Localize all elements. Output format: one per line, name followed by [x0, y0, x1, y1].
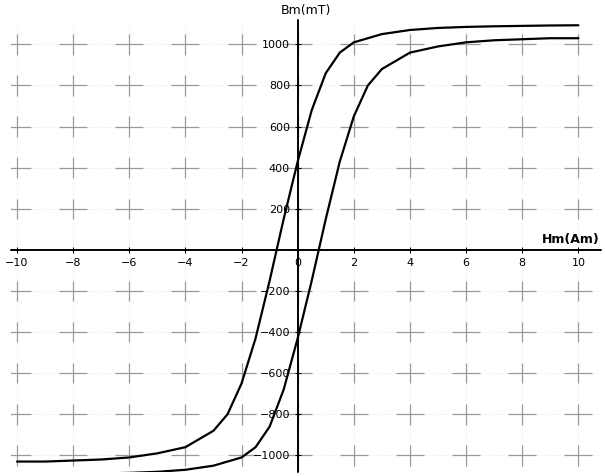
Title: Bm(mT): Bm(mT): [281, 4, 332, 17]
Text: Hm(Am): Hm(Am): [541, 233, 600, 246]
